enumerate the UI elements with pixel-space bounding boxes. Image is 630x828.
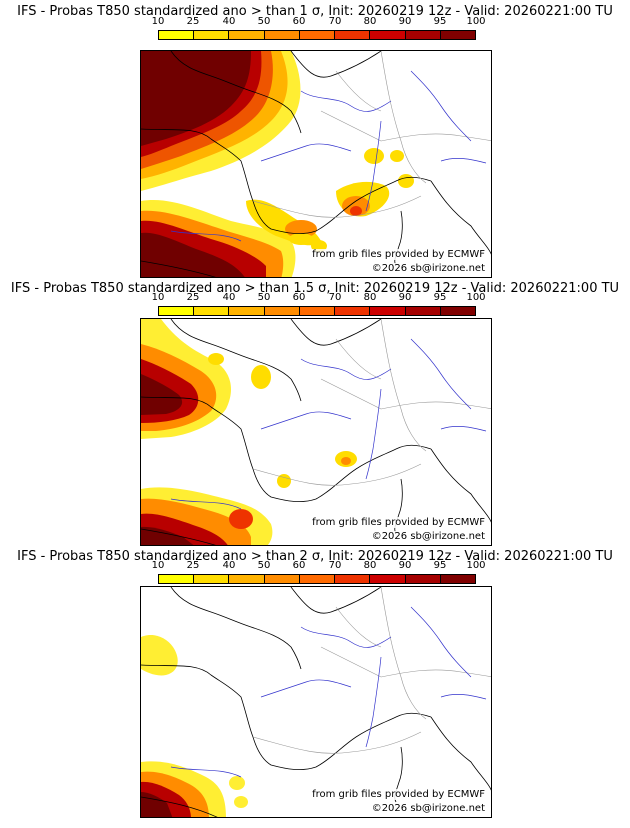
legend-tick: 40 bbox=[222, 292, 236, 303]
panel-1: IFS - Probas T850 standardized ano > tha… bbox=[0, 0, 630, 280]
color-swatch bbox=[440, 31, 475, 39]
color-swatch bbox=[299, 31, 336, 39]
probability-map: from grib files provided by ECMWF ©2026 … bbox=[140, 586, 492, 818]
legend-ticks: 10 25 40 50 60 70 80 90 95 100 bbox=[0, 292, 630, 306]
color-swatch bbox=[264, 307, 300, 315]
copyright-credit: ©2026 sb@irizone.net bbox=[369, 263, 487, 274]
legend-tick: 10 bbox=[151, 292, 165, 303]
panel-title: IFS - Probas T850 standardized ano > tha… bbox=[17, 4, 613, 19]
map-svg bbox=[141, 319, 491, 545]
color-swatch bbox=[194, 307, 230, 315]
probability-field bbox=[141, 635, 248, 817]
country-borders bbox=[252, 319, 491, 486]
legend-tick: 100 bbox=[466, 292, 486, 303]
data-source-credit: from grib files provided by ECMWF bbox=[310, 517, 487, 528]
color-swatch bbox=[440, 575, 475, 583]
legend-tick: 10 bbox=[151, 560, 165, 571]
color-swatch bbox=[194, 31, 230, 39]
panel-2: IFS - Probas T850 standardized ano > tha… bbox=[0, 268, 630, 548]
color-swatch bbox=[335, 31, 371, 39]
color-swatch bbox=[335, 307, 371, 315]
legend-tick: 25 bbox=[186, 560, 200, 571]
color-swatch bbox=[405, 31, 441, 39]
color-swatch bbox=[229, 307, 265, 315]
legend-ticks: 10 25 40 50 60 70 80 90 95 100 bbox=[0, 16, 630, 30]
panel-3: IFS - Probas T850 standardized ano > tha… bbox=[0, 536, 630, 828]
panel-title: IFS - Probas T850 standardized ano > tha… bbox=[10, 281, 620, 296]
color-swatch bbox=[194, 575, 230, 583]
legend-tick: 90 bbox=[398, 16, 412, 27]
legend-tick: 60 bbox=[292, 292, 306, 303]
color-scale-bar bbox=[158, 306, 476, 316]
legend-tick: 60 bbox=[292, 560, 306, 571]
map-svg bbox=[141, 51, 491, 277]
color-swatch bbox=[264, 575, 300, 583]
color-scale-bar bbox=[158, 30, 476, 40]
color-swatch bbox=[370, 575, 406, 583]
rivers bbox=[170, 338, 487, 510]
legend-tick: 70 bbox=[328, 560, 342, 571]
color-swatch bbox=[229, 31, 265, 39]
legend-tick: 70 bbox=[328, 16, 342, 27]
rivers bbox=[170, 70, 487, 242]
legend-tick: 95 bbox=[433, 292, 447, 303]
legend-tick: 40 bbox=[222, 16, 236, 27]
color-swatch bbox=[405, 307, 441, 315]
legend-tick: 50 bbox=[257, 292, 271, 303]
color-swatch bbox=[299, 575, 336, 583]
map-svg bbox=[141, 587, 491, 817]
color-swatch bbox=[335, 575, 371, 583]
color-swatch bbox=[159, 575, 195, 583]
legend-tick: 60 bbox=[292, 16, 306, 27]
legend-tick: 50 bbox=[257, 560, 271, 571]
legend-tick: 50 bbox=[257, 16, 271, 27]
color-swatch bbox=[229, 575, 265, 583]
panel-title: IFS - Probas T850 standardized ano > tha… bbox=[17, 549, 613, 564]
legend-tick: 40 bbox=[222, 560, 236, 571]
color-swatch bbox=[370, 31, 406, 39]
rivers bbox=[170, 606, 487, 778]
legend-tick: 70 bbox=[328, 292, 342, 303]
probability-field bbox=[141, 319, 357, 545]
legend-tick: 25 bbox=[186, 16, 200, 27]
legend-tick: 95 bbox=[433, 16, 447, 27]
probability-map: from grib files provided by ECMWF ©2026 … bbox=[140, 50, 492, 278]
legend-tick: 90 bbox=[398, 292, 412, 303]
copyright-credit: ©2026 sb@irizone.net bbox=[369, 531, 487, 542]
color-swatch bbox=[405, 575, 441, 583]
color-swatch bbox=[159, 307, 195, 315]
country-borders bbox=[252, 51, 491, 218]
legend-tick: 95 bbox=[433, 560, 447, 571]
coastline bbox=[141, 51, 491, 277]
legend-ticks: 10 25 40 50 60 70 80 90 95 100 bbox=[0, 560, 630, 574]
color-swatch bbox=[159, 31, 195, 39]
color-swatch bbox=[440, 307, 475, 315]
legend-tick: 10 bbox=[151, 16, 165, 27]
color-scale-bar bbox=[158, 574, 476, 584]
color-swatch bbox=[264, 31, 300, 39]
color-swatch bbox=[370, 307, 406, 315]
data-source-credit: from grib files provided by ECMWF bbox=[310, 249, 487, 260]
legend-tick: 80 bbox=[363, 560, 377, 571]
coastline bbox=[141, 319, 491, 545]
legend-tick: 100 bbox=[466, 560, 486, 571]
legend-tick: 90 bbox=[398, 560, 412, 571]
coastline bbox=[141, 587, 491, 817]
probability-field bbox=[141, 51, 414, 277]
legend-tick: 80 bbox=[363, 16, 377, 27]
probability-map: from grib files provided by ECMWF ©2026 … bbox=[140, 318, 492, 546]
copyright-credit: ©2026 sb@irizone.net bbox=[369, 803, 487, 814]
color-swatch bbox=[299, 307, 336, 315]
data-source-credit: from grib files provided by ECMWF bbox=[310, 789, 487, 800]
country-borders bbox=[252, 587, 491, 754]
legend-tick: 100 bbox=[466, 16, 486, 27]
legend-tick: 80 bbox=[363, 292, 377, 303]
legend-tick: 25 bbox=[186, 292, 200, 303]
